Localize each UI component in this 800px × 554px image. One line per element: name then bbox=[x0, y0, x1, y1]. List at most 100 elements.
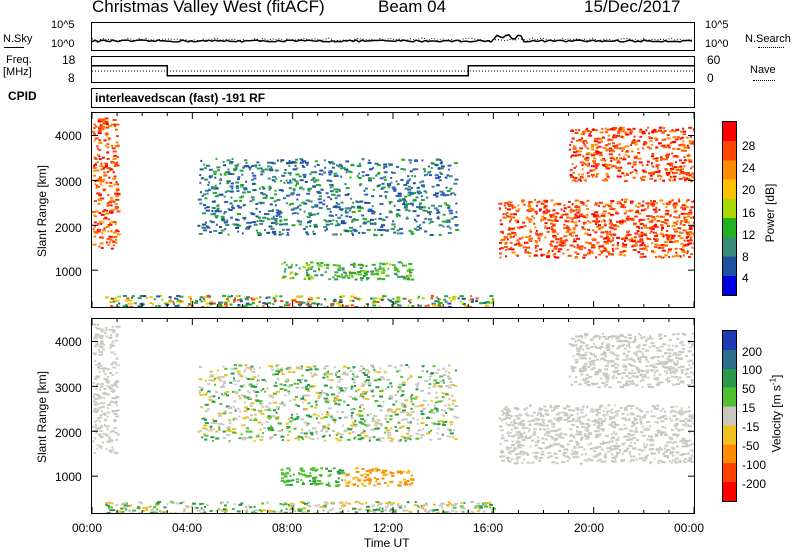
heatmap-cell-region-4 bbox=[356, 512, 359, 515]
heatmap-cell-region-1 bbox=[446, 225, 450, 228]
heatmap-cell-region-5 bbox=[604, 127, 607, 130]
heatmap-cell-region-3 bbox=[179, 295, 184, 298]
heatmap-cell-region-0 bbox=[103, 227, 106, 230]
heatmap-cell-region-0 bbox=[93, 452, 96, 455]
heatmap-cell-region-3 bbox=[139, 295, 143, 297]
heatmap-cell-region-1 bbox=[267, 407, 271, 410]
heatmap-cell-region-1 bbox=[401, 425, 406, 428]
heatmap-cell-region-1 bbox=[238, 364, 243, 367]
heatmap-cell-region-1 bbox=[228, 440, 231, 443]
heatmap-cell-region-2 bbox=[320, 467, 324, 470]
heatmap-cell-region-2 bbox=[357, 263, 362, 266]
heatmap-cell-region-4 bbox=[672, 203, 675, 206]
heatmap-cell-region-0 bbox=[100, 162, 103, 165]
heatmap-cell-region-5 bbox=[599, 442, 604, 445]
heatmap-cell-region-4 bbox=[423, 503, 428, 506]
heatmap-cell-region-3 bbox=[475, 297, 479, 300]
heatmap-cell-region-3 bbox=[142, 302, 145, 305]
heatmap-cell-region-1 bbox=[350, 387, 353, 390]
heatmap-cell-region-0 bbox=[116, 409, 120, 412]
heatmap-cell-region-0 bbox=[111, 345, 116, 347]
heatmap-cell-region-4 bbox=[534, 198, 537, 201]
heatmap-cell-region-5 bbox=[570, 156, 573, 159]
heatmap-cell-region-1 bbox=[317, 394, 322, 397]
heatmap-cell-region-2 bbox=[307, 273, 310, 276]
heatmap-cell-region-5 bbox=[669, 170, 673, 173]
heatmap-cell-region-4 bbox=[552, 209, 556, 212]
heatmap-cell-region-4 bbox=[563, 235, 568, 238]
heatmap-cell-region-4 bbox=[612, 233, 617, 236]
heatmap-cell-region-4 bbox=[547, 209, 551, 212]
heatmap-cell-region-1 bbox=[226, 180, 231, 183]
heatmap-cell-region-1 bbox=[296, 219, 300, 222]
heatmap-cell-region-1 bbox=[308, 187, 313, 190]
heatmap-cell-region-5 bbox=[573, 166, 576, 169]
heatmap-cell-region-5 bbox=[642, 175, 646, 178]
heatmap-cell-region-5 bbox=[585, 163, 589, 166]
heatmap-cell-region-1 bbox=[214, 184, 217, 187]
heatmap-cell-region-1 bbox=[389, 202, 391, 205]
heatmap-cell-region-4 bbox=[576, 211, 580, 214]
heatmap-cell-region-5 bbox=[628, 429, 632, 432]
heatmap-cell-region-4 bbox=[680, 221, 683, 224]
heatmap-cell-region-5 bbox=[616, 134, 621, 137]
heatmap-cell-region-1 bbox=[210, 221, 215, 224]
heatmap-cell-region-0 bbox=[93, 133, 97, 136]
heatmap-cell-region-4 bbox=[639, 253, 642, 256]
heatmap-cell-region-4 bbox=[686, 252, 689, 255]
heatmap-cell-region-2 bbox=[326, 264, 330, 267]
heatmap-cell-region-4 bbox=[686, 250, 689, 253]
heatmap-cell-region-1 bbox=[338, 190, 341, 193]
heatmap-cell-region-1 bbox=[439, 380, 444, 383]
heatmap-cell-region-2 bbox=[298, 471, 300, 474]
heatmap-cell-region-0 bbox=[101, 128, 105, 131]
heatmap-cell-region-1 bbox=[337, 203, 340, 206]
heatmap-cell-region-5 bbox=[602, 179, 606, 182]
heatmap-cell-region-0 bbox=[96, 327, 101, 330]
heatmap-cell-region-3 bbox=[431, 302, 434, 305]
heatmap-cell-region-1 bbox=[314, 368, 319, 371]
heatmap-cell-region-3 bbox=[391, 303, 394, 306]
heatmap-cell-region-1 bbox=[376, 419, 381, 422]
heatmap-cell-region-1 bbox=[389, 382, 393, 385]
heatmap-cell-region-4 bbox=[692, 221, 696, 224]
heatmap-cell-region-4 bbox=[687, 199, 690, 201]
heatmap-cell-region-1 bbox=[260, 170, 265, 173]
heatmap-cell-region-1 bbox=[341, 411, 345, 414]
heatmap-cell-region-4 bbox=[253, 505, 256, 508]
heatmap-cell-region-2 bbox=[283, 475, 288, 478]
heatmap-cell-region-2 bbox=[309, 275, 313, 278]
heatmap-cell-region-5 bbox=[668, 178, 672, 181]
heatmap-cell-region-4 bbox=[342, 503, 346, 506]
heatmap-cell-region-1 bbox=[301, 374, 304, 377]
heatmap-cell-region-4 bbox=[562, 252, 565, 255]
heatmap-cell-region-5 bbox=[520, 450, 523, 453]
heatmap-cell-region-4 bbox=[504, 202, 509, 205]
heatmap-cell-region-2 bbox=[341, 472, 346, 475]
heatmap-cell-region-5 bbox=[620, 135, 624, 138]
heatmap-cell-region-5 bbox=[668, 144, 671, 147]
heatmap-cell-region-4 bbox=[631, 245, 634, 248]
heatmap-cell-region-4 bbox=[550, 244, 553, 247]
heatmap-cell-region-5 bbox=[657, 462, 660, 465]
heatmap-cell-region-2 bbox=[405, 278, 410, 281]
heatmap-cell-region-3 bbox=[307, 298, 310, 301]
heatmap-cell-region-0 bbox=[94, 353, 97, 356]
heatmap-cell-region-0 bbox=[115, 438, 118, 441]
heatmap-cell-region-0 bbox=[99, 364, 103, 367]
heatmap-cell-region-3 bbox=[206, 294, 211, 297]
heatmap-cell-region-5 bbox=[680, 419, 685, 422]
heatmap-cell-region-4 bbox=[656, 233, 659, 236]
heatmap-cell-region-1 bbox=[352, 375, 356, 378]
heatmap-cell-region-1 bbox=[273, 233, 277, 236]
heatmap-cell-region-1 bbox=[366, 229, 371, 231]
heatmap-cell-region-4 bbox=[586, 252, 591, 255]
heatmap-cell-region-5 bbox=[674, 138, 678, 141]
heatmap-cell-region-5 bbox=[623, 408, 628, 411]
heatmap-cell-region-4 bbox=[636, 230, 640, 233]
heatmap-cell-region-5 bbox=[582, 133, 585, 135]
heatmap-cell-region-1 bbox=[229, 190, 234, 193]
heatmap-cell-region-1 bbox=[207, 390, 211, 393]
heatmap-cell-region-1 bbox=[373, 368, 376, 371]
heatmap-cell-region-1 bbox=[236, 370, 241, 373]
